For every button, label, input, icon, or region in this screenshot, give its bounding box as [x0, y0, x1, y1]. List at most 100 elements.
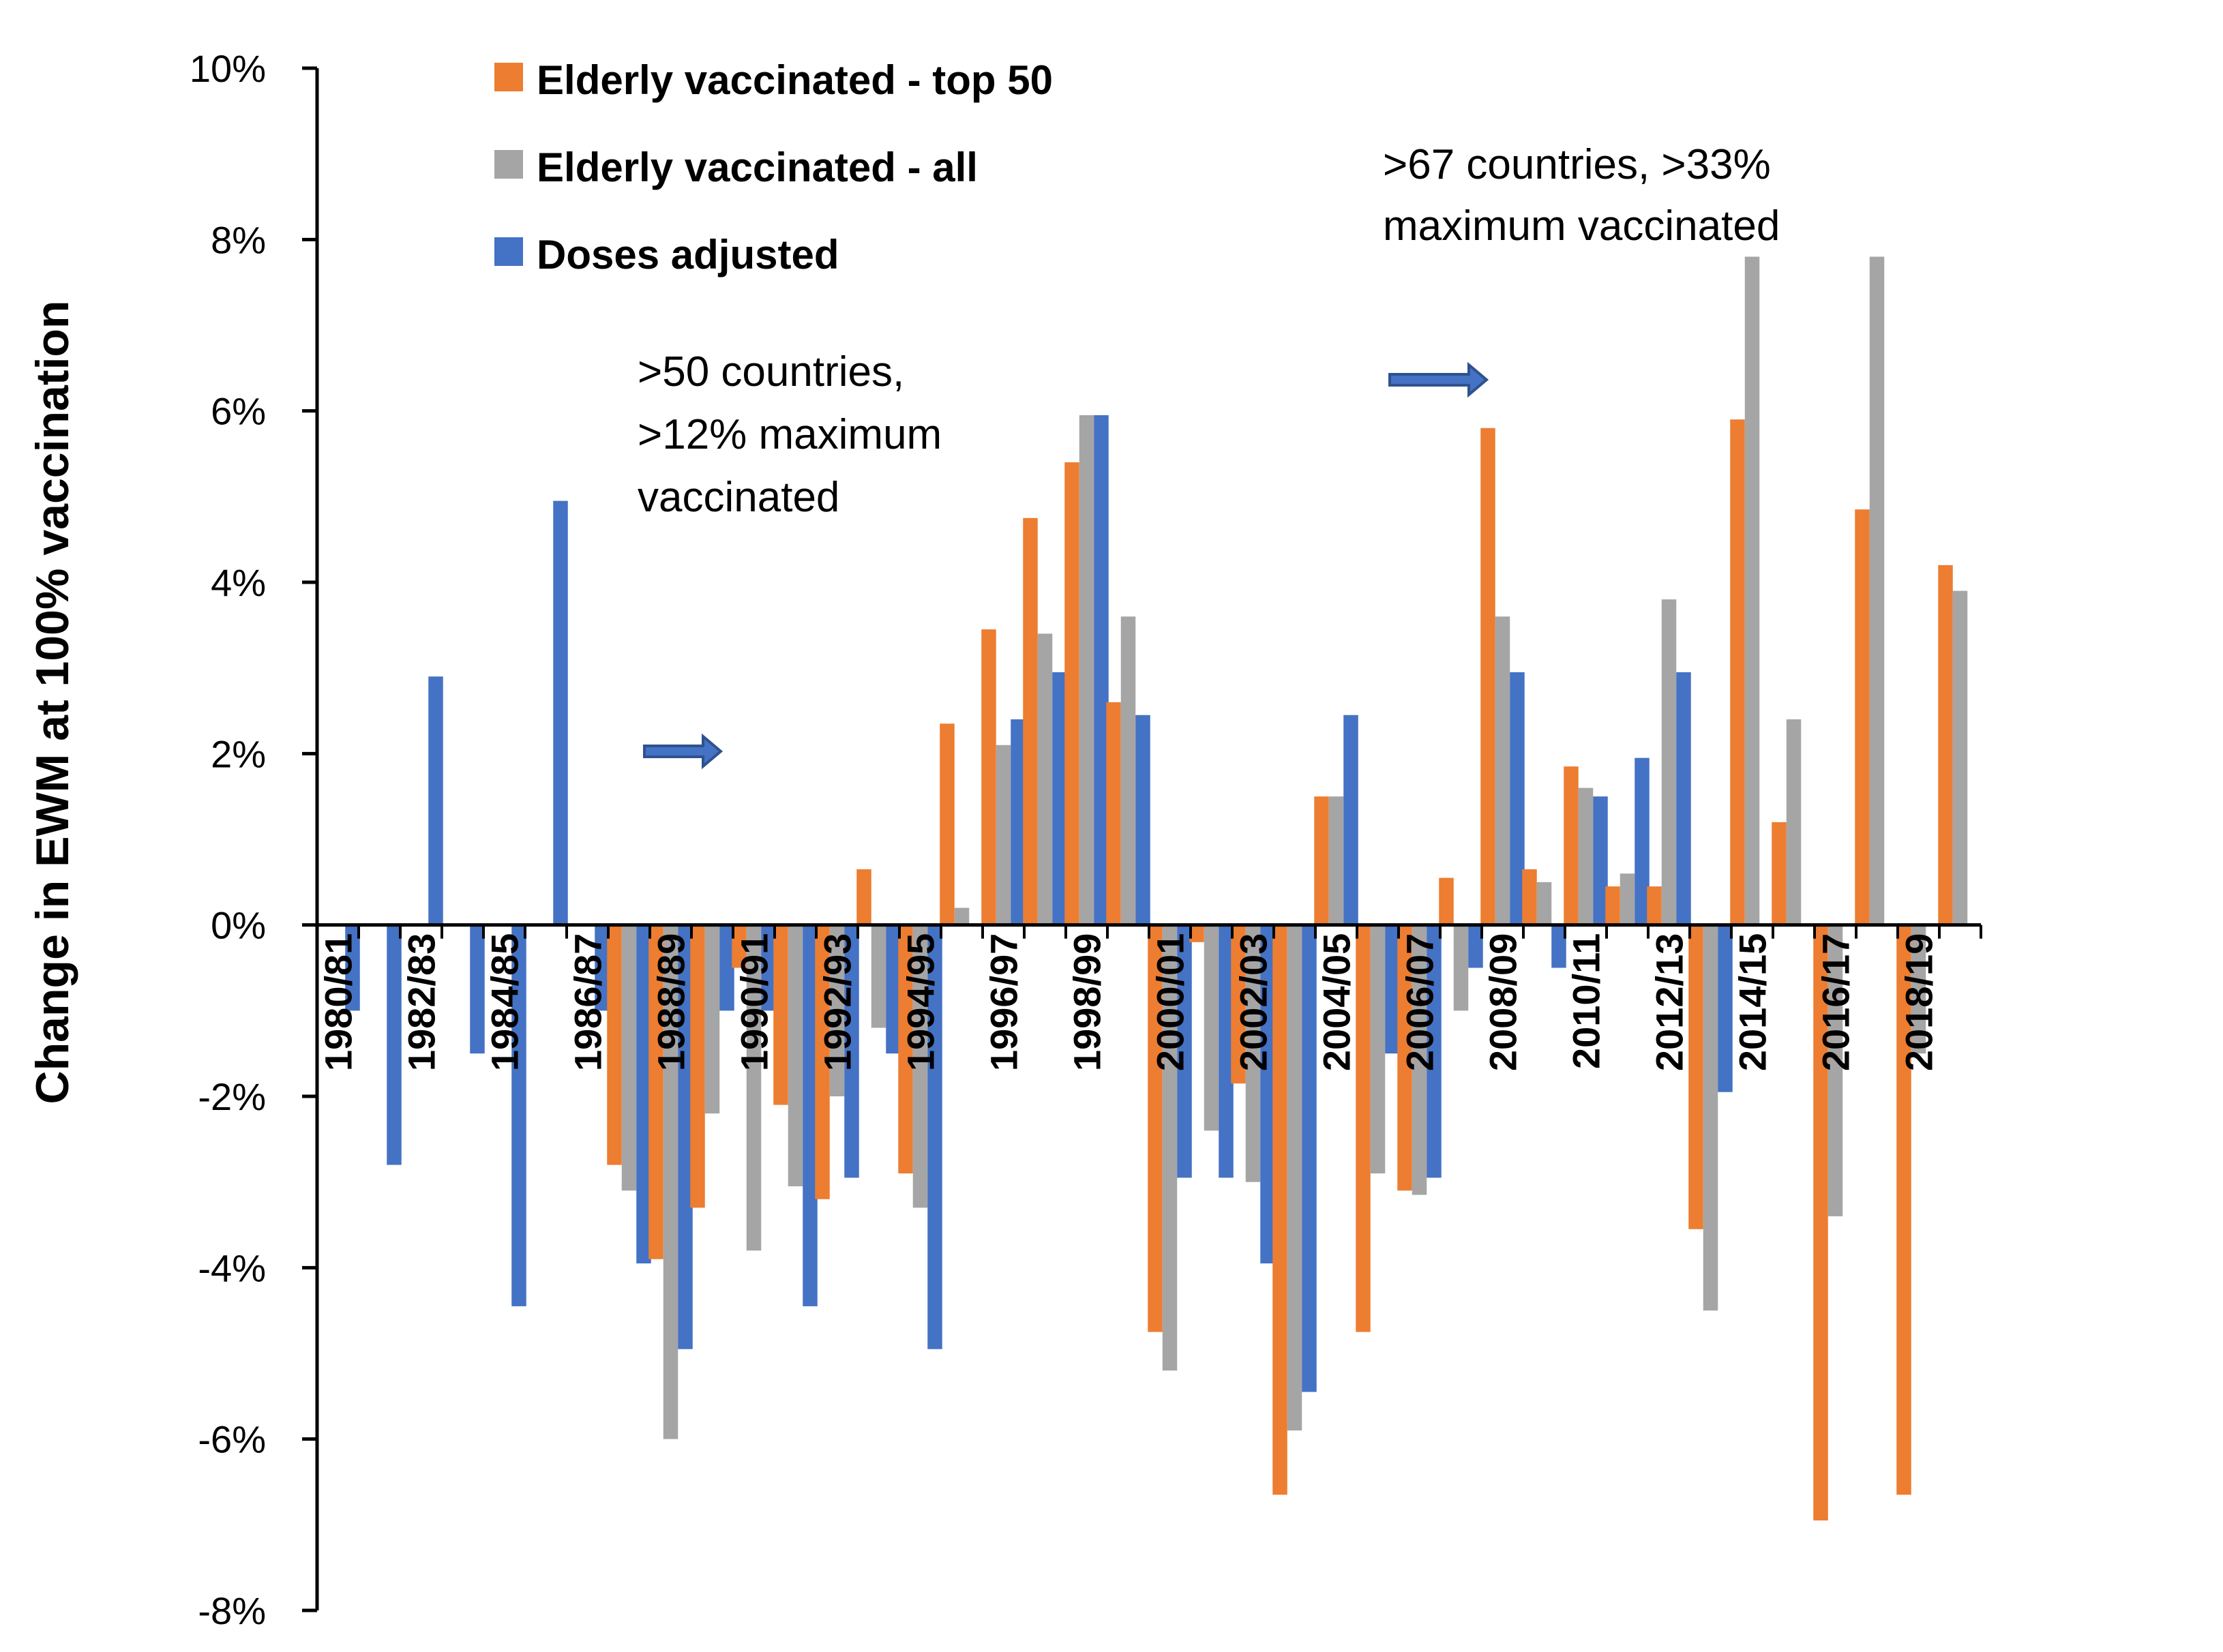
bar-doses-adjusted-1997-98	[1052, 672, 1067, 925]
x-tick-label: 1988/89	[650, 933, 693, 1071]
bar-doses-adjusted-2013-14	[1718, 925, 1733, 1092]
bar-doses-adjusted-2009-10	[1551, 925, 1566, 968]
bar-doses-adjusted-1992-93	[844, 925, 859, 1178]
x-tick-label: 1990/91	[733, 933, 776, 1071]
x-ticks-group: 1980/81 1982/83 1984/85 1986/87 1988/89 1990/…	[316, 925, 1982, 1071]
bar-doses-adjusted-2000-01	[1177, 925, 1192, 1178]
legend-swatch	[494, 237, 523, 266]
bar-elderly-vaccinated-all-2013-14	[1703, 925, 1718, 1311]
bar-doses-adjusted-2003-04	[1302, 925, 1317, 1392]
bar-elderly-vaccinated-top-50-2011-12	[1605, 886, 1620, 925]
legend-label: Doses adjusted	[537, 232, 839, 277]
bar-elderly-vaccinated-top-50-2017-18	[1855, 509, 1870, 925]
arrow-right-icon	[643, 733, 723, 770]
bar-doses-adjusted-2007-08	[1468, 925, 1483, 968]
bar-elderly-vaccinated-all-2017-18	[1869, 256, 1885, 925]
bar-elderly-vaccinated-top-50-1988-89	[648, 925, 663, 1259]
y-tick-label: 2%	[211, 732, 266, 775]
bar-elderly-vaccinated-top-50-2007-08	[1439, 877, 1454, 925]
bar-elderly-vaccinated-top-50-2002-03	[1231, 925, 1246, 1084]
bar-elderly-vaccinated-top-50-1993-94	[856, 869, 871, 925]
bar-doses-adjusted-1981-82	[387, 925, 402, 1165]
x-tick-label: 1998/99	[1066, 933, 1109, 1071]
bar-elderly-vaccinated-top-50-2018-19	[1896, 925, 1911, 1495]
axes-group: 10% 8% 6% 4% 2% 0% -2% -4% -6% -8% 1980/81 1982/83…	[190, 47, 1982, 1632]
y-tick-label: 0%	[211, 904, 266, 947]
y-tick-label: 6%	[211, 390, 266, 433]
bar-elderly-vaccinated-all-2000-01	[1162, 925, 1178, 1371]
y-tick-label: -6%	[198, 1418, 266, 1461]
bar-doses-adjusted-1985-86	[553, 500, 568, 925]
y-tick-label: 4%	[211, 561, 266, 604]
bar-elderly-vaccinated-all-2014-15	[1744, 256, 1760, 925]
bar-elderly-vaccinated-all-1991-92	[788, 925, 803, 1186]
bar-elderly-vaccinated-all-2011-12	[1620, 873, 1635, 925]
x-tick-label: 1984/85	[483, 933, 526, 1071]
bar-elderly-vaccinated-top-50-2005-06	[1356, 925, 1371, 1332]
arrow-right-icon	[1388, 361, 1489, 398]
bar-doses-adjusted-2001-02	[1219, 925, 1234, 1178]
bar-elderly-vaccinated-top-50-1991-92	[773, 925, 788, 1105]
bar-elderly-vaccinated-all-1992-93	[829, 925, 845, 1096]
bar-elderly-vaccinated-all-2007-08	[1453, 925, 1469, 1011]
bars-group	[345, 256, 1968, 1521]
y-tick-label: -2%	[198, 1075, 266, 1118]
bar-doses-adjusted-1998-99	[1094, 415, 1109, 925]
annotation-50-countries: >50 countries, >12% maximum vaccinated	[638, 348, 942, 521]
bar-elderly-vaccinated-all-2006-07	[1412, 925, 1427, 1195]
y-tick-label: 8%	[211, 218, 266, 261]
x-tick-label: 2010/11	[1565, 933, 1608, 1069]
x-tick-label: 1996/97	[983, 933, 1026, 1071]
bar-elderly-vaccinated-top-50-2010-11	[1564, 766, 1579, 925]
bar-elderly-vaccinated-top-50-2001-02	[1189, 925, 1204, 942]
x-tick-label: 2012/13	[1648, 933, 1691, 1071]
bar-elderly-vaccinated-top-50-1990-91	[732, 925, 747, 968]
bar-elderly-vaccinated-all-1989-90	[704, 925, 720, 1114]
x-tick-label: 1986/87	[567, 933, 610, 1071]
bar-doses-adjusted-2006-07	[1427, 925, 1442, 1178]
bar-elderly-vaccinated-all-1998-99	[1079, 415, 1094, 925]
bar-elderly-vaccinated-top-50-1998-99	[1064, 462, 1079, 925]
x-tick-label: 1994/95	[899, 933, 942, 1071]
x-tick-label: 2008/09	[1482, 933, 1525, 1071]
y-axis-label: Change in EWM at 100% vaccination	[27, 301, 78, 1105]
bar-elderly-vaccinated-top-50-1989-90	[690, 925, 705, 1208]
bar-elderly-vaccinated-all-2019-20	[1952, 590, 1968, 925]
bar-elderly-vaccinated-all-2003-04	[1287, 925, 1302, 1431]
bar-elderly-vaccinated-all-2018-19	[1911, 925, 1926, 1054]
x-tick-label: 1980/81	[317, 933, 360, 1071]
bar-doses-adjusted-2010-11	[1593, 796, 1608, 925]
x-tick-label: 1982/83	[400, 933, 443, 1071]
bar-doses-adjusted-1993-94	[886, 925, 901, 1054]
bar-elderly-vaccinated-top-50-2006-07	[1397, 925, 1412, 1191]
bar-doses-adjusted-1989-90	[719, 925, 734, 1011]
bar-doses-adjusted-1990-91	[761, 925, 776, 1011]
x-tick-label: 2018/19	[1898, 933, 1941, 1071]
bar-elderly-vaccinated-all-1999-00	[1120, 616, 1136, 925]
bar-elderly-vaccinated-all-1993-94	[871, 925, 886, 1028]
y-tick-label: -4%	[198, 1246, 266, 1289]
y-tick-label: -8%	[198, 1589, 266, 1632]
bar-elderly-vaccinated-all-2010-11	[1578, 787, 1594, 925]
legend-label: Elderly vaccinated - all	[537, 145, 978, 190]
bar-elderly-vaccinated-all-2015-16	[1786, 719, 1802, 925]
bar-doses-adjusted-1980-81	[345, 925, 360, 1011]
x-tick-label: 2014/15	[1731, 933, 1774, 1071]
bar-elderly-vaccinated-top-50-1999-00	[1106, 702, 1121, 925]
bar-elderly-vaccinated-all-1987-88	[621, 925, 637, 1191]
bar-elderly-vaccinated-top-50-1992-93	[815, 925, 830, 1199]
x-tick-label: 2000/01	[1149, 933, 1192, 1071]
bar-elderly-vaccinated-all-2009-10	[1536, 882, 1552, 925]
bar-elderly-vaccinated-top-50-2009-10	[1522, 869, 1537, 925]
legend-swatch	[494, 150, 523, 179]
annotations-group: >50 countries, >12% maximum vaccinated >67…	[638, 141, 1780, 770]
bar-elderly-vaccinated-top-50-2015-16	[1772, 822, 1787, 925]
bar-elderly-vaccinated-top-50-1987-88	[607, 925, 622, 1165]
x-tick-label: 2006/07	[1399, 933, 1442, 1071]
bar-elderly-vaccinated-top-50-1995-96	[940, 723, 955, 925]
bar-elderly-vaccinated-all-2016-17	[1827, 925, 1843, 1216]
bar-elderly-vaccinated-all-2002-03	[1245, 925, 1261, 1182]
bar-elderly-vaccinated-all-2005-06	[1370, 925, 1386, 1174]
bar-doses-adjusted-1996-97	[1011, 719, 1026, 925]
